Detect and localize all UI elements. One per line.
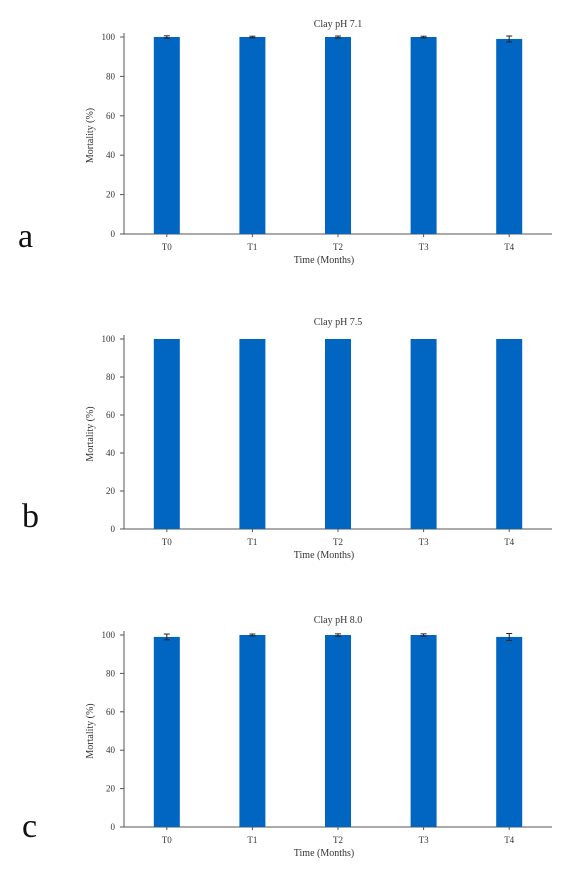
y-tick-label: 80	[106, 71, 116, 81]
x-tick-label: T3	[419, 242, 429, 252]
chart-panel-b: b Clay pH 7.5 0 20 40 60 80 100 Mortality (%) T0…	[0, 300, 572, 590]
x-tick-label: T0	[162, 242, 172, 252]
y-axis-title: Mortality (%)	[85, 406, 96, 461]
x-tick-label: T4	[504, 242, 514, 252]
x-tick-label: T4	[504, 537, 514, 547]
x-tick-label: T2	[333, 242, 343, 252]
y-tick-label: 40	[106, 745, 116, 755]
bar	[410, 635, 437, 827]
x-tick-label: T1	[247, 537, 257, 547]
bar-chart-a: Clay pH 7.1 0 20 40 60 80 100 Mortality (%) T0 T1…	[85, 19, 552, 266]
y-tick-label: 60	[106, 410, 116, 420]
bar	[239, 635, 266, 827]
y-tick-label: 20	[106, 190, 116, 200]
x-axis-title: Time (Months)	[294, 550, 354, 561]
bar	[496, 339, 523, 529]
x-tick-label: T3	[419, 537, 429, 547]
y-tick-label: 20	[106, 784, 116, 794]
y-tick-label: 60	[106, 707, 116, 717]
y-tick-label: 0	[111, 524, 116, 534]
panel-letter: a	[18, 218, 34, 255]
bar	[239, 37, 266, 234]
y-axis-title: Mortality (%)	[85, 703, 96, 758]
y-tick-label: 80	[106, 668, 116, 678]
x-tick-label: T1	[247, 242, 257, 252]
y-tick-label: 60	[106, 111, 116, 121]
bar	[153, 636, 180, 827]
x-tick-label: T3	[419, 835, 429, 845]
bar	[153, 37, 180, 234]
x-axis-title: Time (Months)	[294, 848, 354, 859]
bar	[325, 339, 351, 529]
y-tick-label: 40	[106, 448, 116, 458]
bar-chart-c: Clay pH 8.0 0 20 40 60 80 100 Mortality (%) T0 T1…	[85, 615, 552, 859]
x-axis-title: Time (Months)	[294, 255, 354, 266]
chart-title: Clay pH 8.0	[314, 615, 363, 626]
bar	[496, 38, 523, 234]
y-tick-label: 100	[102, 32, 116, 42]
bar	[410, 339, 437, 529]
panel-letter: b	[22, 498, 39, 535]
x-tick-label: T2	[333, 835, 343, 845]
x-tick-label: T2	[333, 537, 343, 547]
panel-letter: c	[22, 808, 38, 845]
y-tick-label: 100	[102, 334, 116, 344]
bar	[496, 636, 523, 827]
y-tick-label: 20	[106, 486, 116, 496]
x-tick-label: T1	[247, 835, 257, 845]
bar	[325, 37, 351, 234]
x-tick-label: T0	[162, 835, 172, 845]
chart-title: Clay pH 7.1	[314, 19, 363, 30]
chart-title: Clay pH 7.5	[314, 317, 363, 328]
chart-panel-a: a Clay pH 7.1 0 20 40 60 80 100 Mortality (%) T0…	[0, 0, 572, 290]
bar	[325, 635, 351, 827]
bar-chart-b: Clay pH 7.5 0 20 40 60 80 100 Mortality (%) T0 T1…	[85, 317, 552, 561]
y-tick-label: 0	[111, 229, 116, 239]
y-tick-label: 40	[106, 150, 116, 160]
y-tick-label: 80	[106, 372, 116, 382]
x-tick-label: T0	[162, 537, 172, 547]
chart-panel-c: c Clay pH 8.0 0 20 40 60 80 100 Mortality (%) T0…	[0, 596, 572, 883]
y-axis-title: Mortality (%)	[85, 108, 96, 163]
bar	[153, 339, 180, 529]
x-tick-label: T4	[504, 835, 514, 845]
bar	[410, 37, 437, 234]
y-tick-label: 100	[102, 630, 116, 640]
y-tick-label: 0	[111, 822, 116, 832]
bar	[239, 339, 266, 529]
